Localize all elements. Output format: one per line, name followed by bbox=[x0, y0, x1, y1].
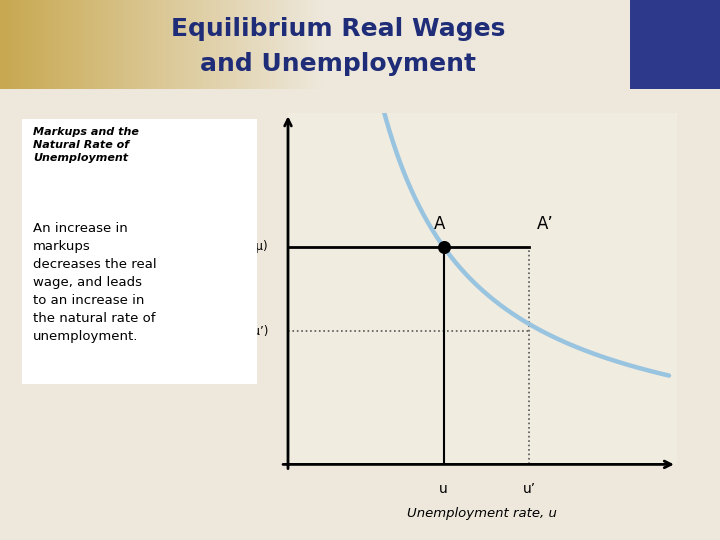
Text: Markups and the
Natural Rate of
Unemployment: Markups and the Natural Rate of Unemploy… bbox=[33, 126, 139, 163]
Point bbox=[438, 242, 449, 251]
Text: 1/(1+μ): 1/(1+μ) bbox=[223, 240, 269, 253]
Text: u: u bbox=[439, 482, 448, 496]
Text: Unemployment rate, u: Unemployment rate, u bbox=[408, 507, 557, 519]
Text: Equilibrium Real Wages: Equilibrium Real Wages bbox=[171, 17, 505, 40]
Text: A: A bbox=[434, 215, 445, 233]
FancyBboxPatch shape bbox=[630, 0, 720, 89]
Text: A’: A’ bbox=[537, 215, 554, 233]
Text: Real wage, W/P: Real wage, W/P bbox=[231, 243, 244, 335]
FancyBboxPatch shape bbox=[22, 119, 257, 383]
Text: 1/(1+μ’): 1/(1+μ’) bbox=[219, 325, 269, 338]
Text: and Unemployment: and Unemployment bbox=[200, 52, 477, 76]
Text: An increase in
markups
decreases the real
wage, and leads
to an increase in
the : An increase in markups decreases the rea… bbox=[33, 222, 157, 343]
Text: u’: u’ bbox=[523, 482, 536, 496]
